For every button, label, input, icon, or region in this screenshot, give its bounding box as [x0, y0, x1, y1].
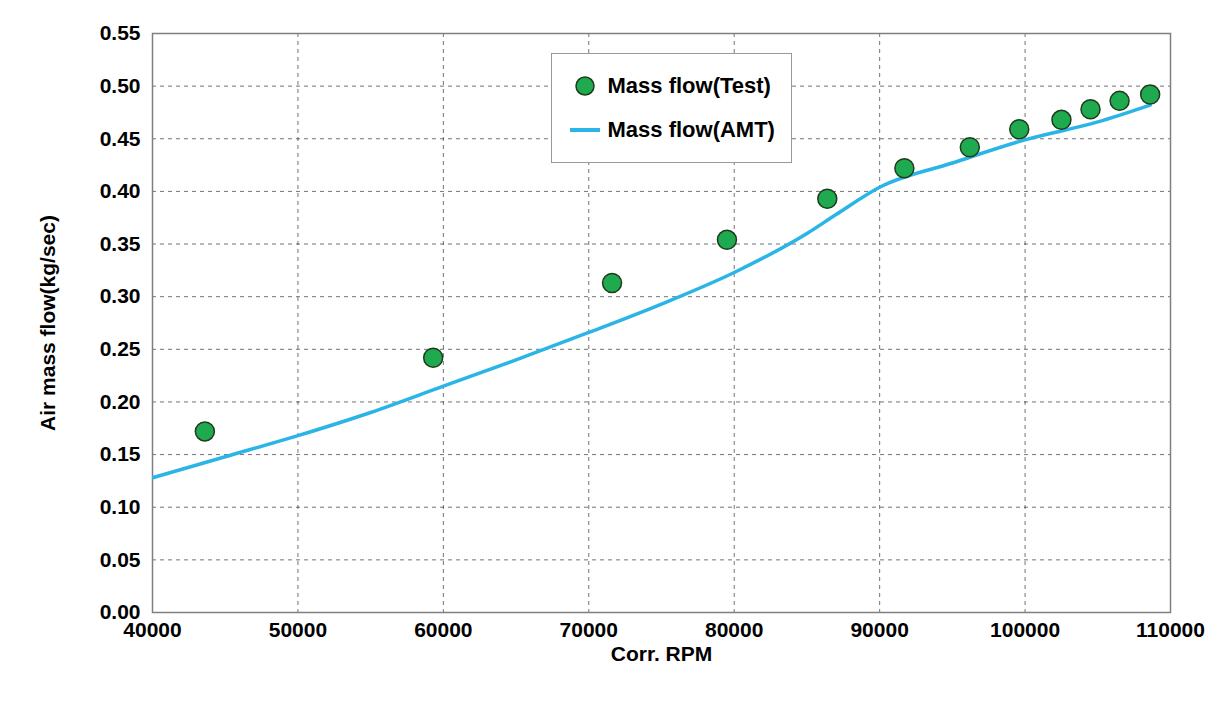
- svg-text:0.00: 0.00: [100, 600, 141, 623]
- svg-text:0.10: 0.10: [100, 495, 141, 518]
- svg-text:0.45: 0.45: [100, 126, 141, 149]
- svg-text:110000: 110000: [1136, 618, 1205, 641]
- html-text:Mass flow(Test): Mass flow(Test): [607, 73, 771, 98]
- svg-text:100000: 100000: [990, 618, 1060, 641]
- svg-text:80000: 80000: [705, 618, 763, 641]
- svg-text:90000: 90000: [850, 618, 908, 641]
- svg-text:60000: 60000: [414, 618, 472, 641]
- svg-text:50000: 50000: [269, 618, 327, 641]
- svg-text:0.05: 0.05: [100, 548, 141, 571]
- svg-text:0.35: 0.35: [100, 232, 141, 255]
- svg-text:0.25: 0.25: [100, 337, 141, 360]
- html-text:Mass flow(AMT): Mass flow(AMT): [607, 117, 775, 142]
- svg-text:0.15: 0.15: [100, 442, 141, 465]
- svg-text:70000: 70000: [560, 618, 618, 641]
- svg-text:Corr. RPM: Corr. RPM: [611, 642, 713, 665]
- svg-text:40000: 40000: [123, 618, 182, 642]
- svg-text:0.55: 0.55: [100, 21, 141, 44]
- svg-text:0.50: 0.50: [100, 74, 141, 97]
- svg-text:0.20: 0.20: [100, 390, 141, 413]
- svg-text:0.40: 0.40: [100, 179, 141, 202]
- svg-text:0.30: 0.30: [100, 284, 141, 307]
- svg-text:Air mass flow(kg/sec): Air mass flow(kg/sec): [36, 215, 59, 431]
